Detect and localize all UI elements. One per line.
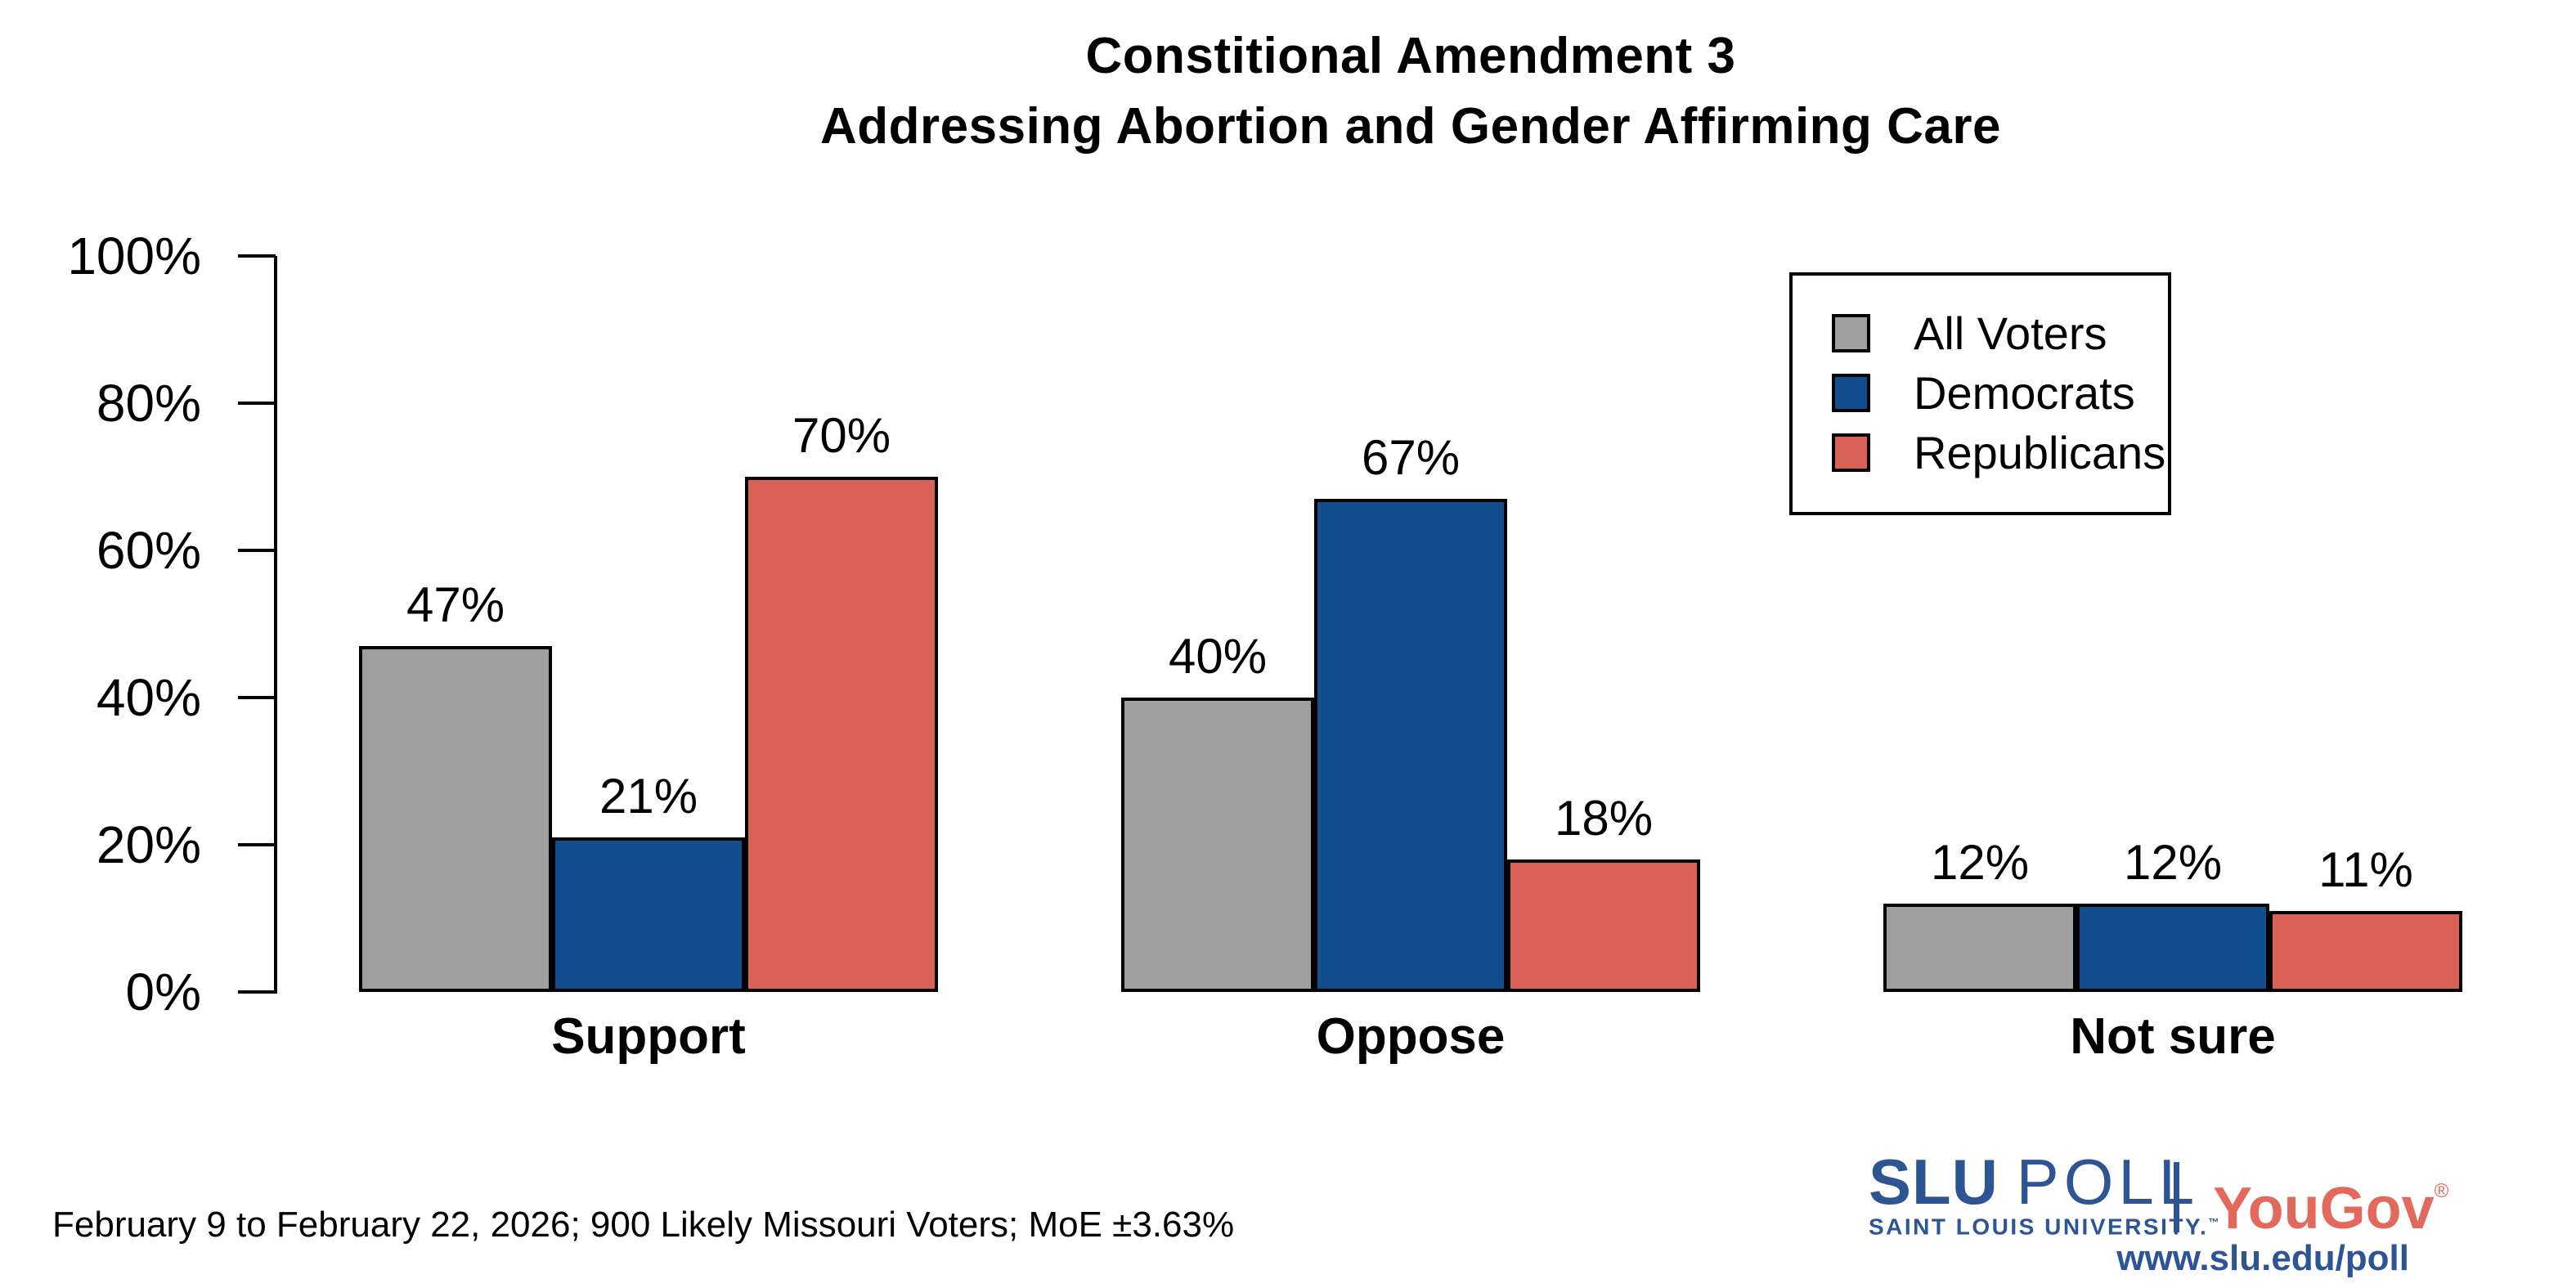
chart-title-line1: Constitional Amendment 3	[1085, 28, 1736, 84]
legend-item-all-voters: All Voters	[1793, 311, 2168, 357]
legend-item-republicans: Republicans	[1793, 430, 2168, 476]
bar-all-voters-oppose	[1121, 698, 1314, 992]
bar-republicans-support	[745, 477, 938, 992]
bar-value-label: 18%	[1554, 791, 1654, 846]
legend-swatch-democrats	[1832, 374, 1870, 412]
y-tick-100	[238, 254, 276, 258]
y-tick-60	[238, 549, 276, 552]
brand-divider-bar	[2174, 1162, 2179, 1232]
slu-logo-bold-text: SLU	[1869, 1146, 1999, 1218]
bar-democrats-support	[552, 837, 745, 992]
bar-all-voters-support	[359, 646, 552, 992]
bar-value-label: 21%	[599, 769, 698, 824]
y-tick-label-40: 40%	[96, 668, 201, 727]
y-tick-label-100: 100%	[67, 227, 201, 285]
y-tick-0	[238, 990, 276, 994]
y-tick-20	[238, 843, 276, 846]
legend-swatch-republicans	[1832, 433, 1870, 472]
slu-poll-logo: SLU POLL	[1869, 1150, 2199, 1214]
survey-methodology-note: February 9 to February 22, 2026; 900 Lik…	[52, 1205, 1235, 1245]
bar-value-label: 11%	[2318, 842, 2413, 897]
trademark-symbol: ™	[2208, 1216, 2219, 1228]
bar-value-label: 70%	[792, 408, 891, 463]
chart-title-line2: Addressing Abortion and Gender Affirming…	[819, 98, 2002, 155]
registered-symbol: ®	[2434, 1180, 2449, 1202]
category-label-not-sure: Not sure	[2070, 1008, 2276, 1065]
bar-value-label: 40%	[1168, 629, 1268, 684]
legend-label: Republicans	[1914, 427, 2166, 478]
slu-university-wordmark: SAINT LOUIS UNIVERSITY.™	[1869, 1214, 2219, 1240]
slu-logo-rest-text: POLL	[2016, 1146, 2200, 1218]
bar-democrats-oppose	[1314, 499, 1507, 992]
category-label-oppose: Oppose	[1316, 1008, 1506, 1065]
bar-value-label: 67%	[1361, 430, 1461, 485]
y-tick-label-0: 0%	[125, 963, 202, 1021]
y-tick-80	[238, 402, 276, 405]
y-tick-40	[238, 696, 276, 699]
slu-poll-url: www.slu.edu/poll	[2116, 1238, 2409, 1278]
legend-item-democrats: Democrats	[1793, 370, 2168, 416]
legend-label: Democrats	[1914, 367, 2135, 419]
y-tick-label-80: 80%	[96, 374, 201, 433]
y-tick-label-20: 20%	[96, 815, 201, 874]
legend-label: All Voters	[1914, 307, 2107, 359]
chart-title: Constitional Amendment 3 Addressing Abor…	[359, 21, 2462, 162]
bar-republicans-not-sure	[2269, 911, 2462, 992]
yougov-logo: YouGov®	[2213, 1176, 2449, 1241]
bar-all-voters-not-sure	[1883, 904, 2076, 992]
bar-value-label: 12%	[1930, 835, 2030, 890]
category-label-support: Support	[551, 1008, 746, 1065]
legend: All Voters Democrats Republicans	[1789, 272, 2171, 515]
bar-democrats-not-sure	[2076, 904, 2269, 992]
y-tick-label-60: 60%	[96, 521, 201, 580]
legend-swatch-all-voters	[1832, 314, 1870, 352]
y-axis-line	[274, 256, 277, 994]
bar-republicans-oppose	[1507, 859, 1700, 992]
bar-value-label: 12%	[2123, 835, 2223, 890]
bar-value-label: 47%	[406, 577, 505, 632]
